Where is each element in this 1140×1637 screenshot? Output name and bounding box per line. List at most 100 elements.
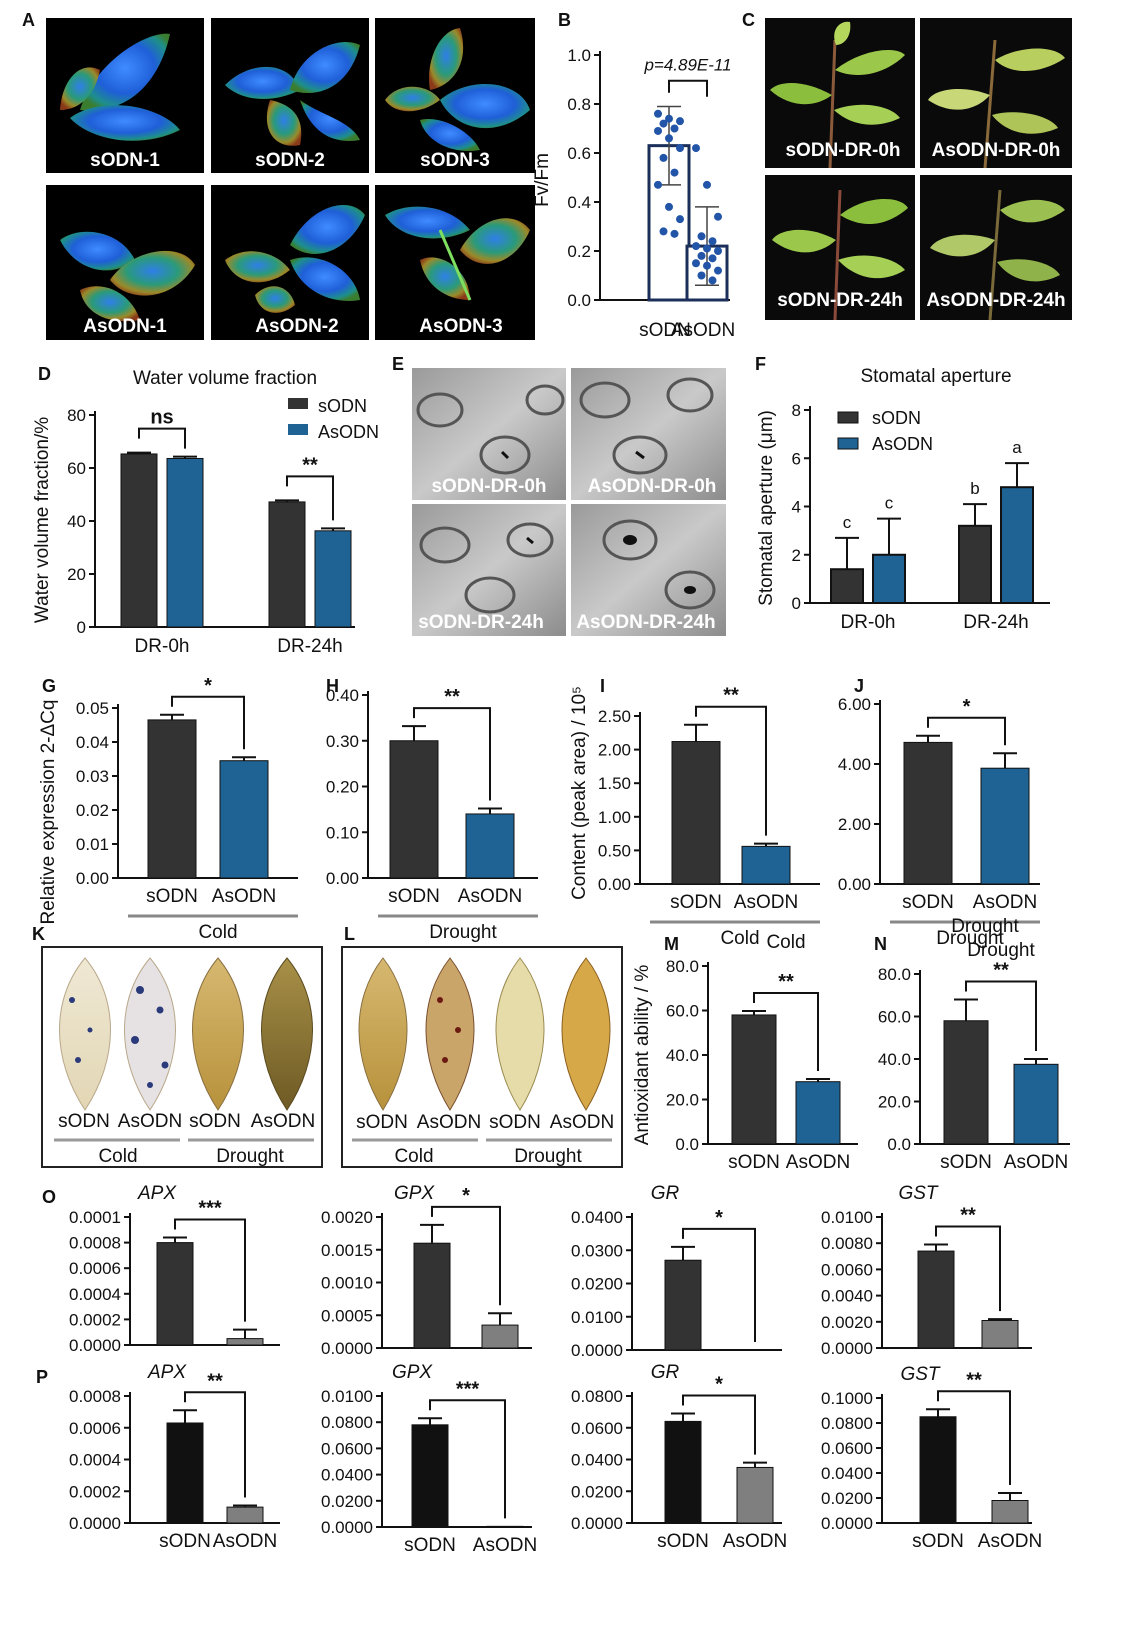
significance-label: **: [207, 1370, 223, 1392]
photo-caption: AsODN-DR-0h: [588, 476, 717, 497]
category-label: sODN: [940, 1152, 992, 1173]
significance-letter: b: [970, 479, 979, 498]
y-tick-label: 1.00: [598, 808, 631, 827]
bar-sodn: [389, 740, 439, 879]
panel-e-photos: sODN-DR-0h AsODN-DR-0h sODN-DR-24h AsODN…: [412, 368, 726, 636]
leaf-label: AsODN: [251, 1111, 315, 1132]
y-tick-label: 80.0: [666, 957, 699, 976]
y-tick-label: 0.0010: [321, 1274, 373, 1293]
chart-h-relative-expression: 0.00 0.10 0.20 0.30 0.40 sODN AsODN ** Drought: [326, 686, 538, 943]
data-point: [692, 259, 700, 268]
y-tick-label: 0.0000: [321, 1518, 373, 1537]
legend-label: sODN: [872, 408, 921, 428]
y-tick-label: 0.30: [326, 732, 359, 751]
y-tick-label: 60.0: [878, 1008, 911, 1027]
y-tick-label: 20.0: [666, 1091, 699, 1110]
group-label: Cold: [98, 1146, 137, 1167]
significance-label: ***: [456, 1378, 480, 1400]
category-label: AsODN: [458, 886, 522, 907]
data-point: [676, 144, 684, 153]
y-tick-label: 0.0000: [821, 1514, 873, 1533]
y-tick-label: 0.0100: [571, 1308, 623, 1327]
photo-c-3: sODN-DR-24h: [765, 175, 915, 321]
category-label: AsODN: [734, 892, 798, 913]
chart-title: Water volume fraction: [133, 368, 317, 389]
y-tick-label: 0.0000: [321, 1339, 373, 1358]
y-tick-label: 0.0400: [571, 1208, 623, 1227]
group-label: Drought: [429, 922, 497, 943]
y-tick-label: 0.0: [567, 291, 591, 310]
y-tick-label: 0.0800: [821, 1414, 873, 1433]
photo-caption: sODN-3: [420, 150, 490, 171]
data-point: [676, 117, 684, 126]
panel-letter-e: E: [392, 354, 404, 374]
significance-label: **: [723, 685, 739, 707]
significance-bracket: [286, 475, 334, 521]
significance-bracket: [429, 1399, 506, 1519]
y-tick-label: 0.2: [567, 242, 591, 261]
y-tick-label: 0.0000: [69, 1514, 121, 1533]
significance-bracket: [753, 991, 819, 1072]
significance-bracket: [937, 1390, 1011, 1485]
photo-e-1: sODN-DR-0h: [412, 368, 566, 500]
data-point: [659, 153, 668, 162]
bar-sodn: [120, 453, 158, 628]
y-tick-label: 0.0400: [321, 1466, 373, 1485]
photo-caption: AsODN-DR-24h: [926, 290, 1065, 311]
y-tick-label: 1.0: [567, 46, 591, 65]
y-tick-label: 80: [67, 406, 86, 425]
photo-a-3: sODN-3: [375, 18, 535, 173]
significance-bracket: [413, 707, 491, 801]
chart-p-gst: 0.0000 0.0200 0.0400 0.0600 0.0800 0.1000 sODN…: [821, 1364, 1042, 1552]
category-label: AsODN: [671, 320, 735, 341]
chart-title: GPX: [394, 1183, 435, 1204]
bar-asodn: [226, 1506, 264, 1524]
y-tick-label: 0.0200: [321, 1492, 373, 1511]
y-tick-label: 0.0004: [69, 1285, 121, 1304]
panel-letter-i: I: [600, 676, 605, 696]
y-tick-label: 0.0100: [321, 1387, 373, 1406]
category-label: AsODN: [973, 892, 1037, 913]
category-label: sODN: [657, 1531, 709, 1552]
panel-letter-g: G: [42, 676, 56, 696]
legend-d: sODN AsODN: [288, 396, 379, 442]
y-tick-label: 0.0008: [69, 1234, 121, 1253]
panel-letter-p: P: [36, 1367, 48, 1387]
chart-p-gr: 0.0000 0.0200 0.0400 0.0600 0.0800 sODN AsODN *…: [571, 1362, 787, 1552]
bar-sodn: [647, 144, 691, 302]
photo-caption: AsODN-DR-24h: [576, 612, 715, 633]
significance-letter: c: [885, 494, 894, 513]
y-tick-label: 0.0300: [571, 1241, 623, 1260]
legend-label: AsODN: [318, 422, 379, 442]
category-label: sODN: [404, 1535, 456, 1556]
y-tick-label: 0.0015: [321, 1241, 373, 1260]
data-point: [654, 126, 662, 135]
y-tick-label: 0.0040: [821, 1287, 873, 1306]
y-tick-label: 0.0600: [321, 1439, 373, 1458]
y-tick-label: 0.0200: [571, 1482, 623, 1501]
y-axis-label: Water volume fraction/%: [32, 417, 53, 623]
legend-swatch-asodn: [288, 424, 308, 435]
y-tick-label: 40: [67, 512, 86, 531]
photo-a-1: sODN-1: [46, 18, 204, 173]
chart-title: GR: [651, 1362, 680, 1383]
category-label: sODN: [159, 1531, 211, 1552]
bar-sodn: [731, 1014, 777, 1145]
chart-p-apx: 0.0000 0.0002 0.0004 0.0006 0.0008 sODN AsODN *…: [69, 1362, 280, 1552]
photo-e-4: AsODN-DR-24h: [571, 504, 726, 636]
leaf-label: AsODN: [118, 1111, 182, 1132]
legend-f: sODN AsODN: [837, 408, 933, 454]
y-tick-label: 0.0400: [821, 1464, 873, 1483]
chart-g-relative-expression: 0.00 0.01 0.02 0.03 0.04 0.05 sODN AsODN * Cold Re…: [38, 675, 298, 943]
y-tick-label: 20.0: [878, 1093, 911, 1112]
bar-sodn: [413, 1242, 451, 1349]
bar-sodn: [943, 1020, 989, 1145]
photo-caption: sODN-DR-24h: [418, 612, 544, 633]
y-tick-label: 20: [67, 565, 86, 584]
chart-title-upper: Drought: [951, 916, 1019, 937]
bar-asodn: [486, 1525, 524, 1528]
significance-bracket: [138, 427, 186, 449]
photo-caption: AsODN-2: [255, 316, 338, 337]
category-label: AsODN: [1004, 1152, 1068, 1173]
data-point: [659, 119, 668, 128]
